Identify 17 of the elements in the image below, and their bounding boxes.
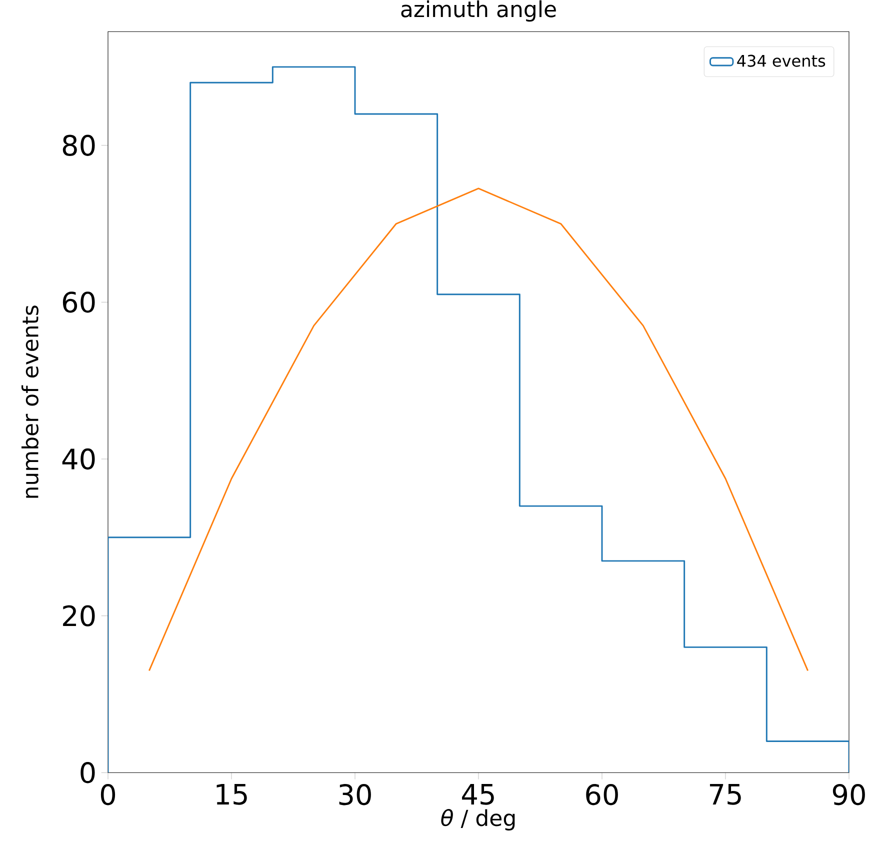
line-series [148,188,809,672]
y-tick-label: 20 [63,605,95,626]
y-tick-label: 60 [62,292,95,313]
x-tick-label: 90 [832,784,865,806]
y-axis-title: number of events [21,306,39,498]
x-tick-label: 30 [339,784,371,806]
x-tick-label: 60 [586,784,618,806]
chart-title: azimuth angle [401,0,556,22]
y-tick-label: 0 [80,762,95,784]
x-tick-label: 45 [462,784,494,805]
x-tick-label: 75 [710,784,741,805]
y-tick-label: 40 [62,448,95,470]
x-axis-title: θ / deg [441,809,515,830]
y-tick-label: 80 [62,134,95,156]
x-tick-label: 0 [100,784,116,806]
legend-label: 434 events [737,54,826,67]
x-tick-label: 15 [216,784,247,805]
